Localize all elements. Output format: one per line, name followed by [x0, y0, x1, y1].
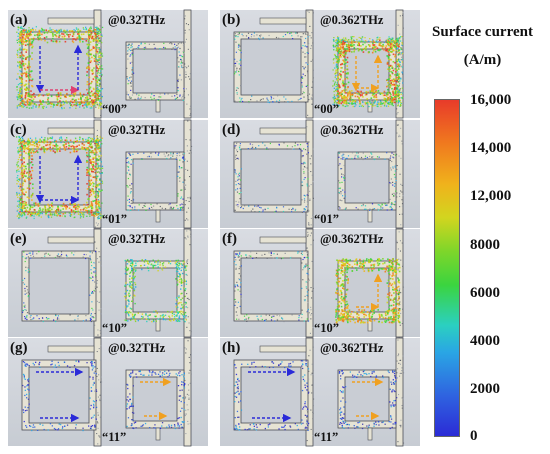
coding-state-label: “10” [314, 321, 339, 335]
coding-state-label: “01” [102, 212, 127, 226]
colorbar-tick-16000: 16,000 [470, 92, 512, 108]
colorbar-tick-0: 0 [470, 428, 478, 444]
frequency-label: @0.32THz [108, 123, 166, 137]
colorbar [434, 99, 460, 437]
colorbar-tick-4000: 4000 [470, 333, 500, 349]
coding-state-label: “11” [314, 430, 338, 444]
panel-c: (c) @0.32THz “01” [8, 119, 208, 229]
panel-letter: (h) [222, 340, 240, 356]
panel-letter: (g) [10, 340, 28, 356]
frequency-label: @0.362THz [320, 123, 384, 137]
panel-letter: (c) [10, 122, 27, 138]
panel-letter: (b) [222, 12, 240, 28]
panel-letter: (d) [222, 122, 240, 138]
colorbar-tick-6000: 6000 [470, 285, 500, 301]
panel-letter: (a) [10, 12, 28, 28]
panels-layer: (a) @0.32THz “00” (b) @0.362THz “00” (c) @0.32T… [8, 9, 420, 447]
panel-d: (d) @0.362THz “01” [220, 119, 420, 229]
panel-g: (g) @0.32THz “11” [8, 337, 208, 447]
colorbar-tick-8000: 8000 [470, 237, 500, 253]
panel-e: (e) @0.32THz “10” [8, 228, 208, 338]
frequency-label: @0.32THz [108, 341, 166, 355]
coding-state-label: “11” [102, 430, 126, 444]
coding-state-label: “00” [102, 102, 127, 116]
colorbar-tick-12000: 12,000 [470, 188, 512, 204]
panel-letter: (e) [10, 231, 27, 247]
frequency-label: @0.362THz [320, 13, 384, 27]
legend-title: Surface current [432, 24, 533, 40]
panel-b: (b) @0.362THz “00” [220, 9, 420, 119]
coding-state-label: “00” [314, 102, 339, 116]
coding-state-label: “10” [102, 321, 127, 335]
panel-f: (f) @0.362THz “10” [220, 228, 420, 338]
panel-h: (h) @0.362THz “11” [220, 337, 420, 447]
frequency-label: @0.362THz [320, 341, 384, 355]
panel-letter: (f) [222, 231, 237, 247]
colorbar-tick-2000: 2000 [470, 381, 500, 397]
legend-unit: (A/m) [463, 52, 502, 68]
frequency-label: @0.32THz [108, 232, 166, 246]
coding-state-label: “01” [314, 212, 339, 226]
frequency-label: @0.362THz [320, 232, 384, 246]
panel-a: (a) @0.32THz “00” [8, 9, 208, 119]
colorbar-tick-14000: 14,000 [470, 140, 512, 156]
frequency-label: @0.32THz [108, 13, 166, 27]
